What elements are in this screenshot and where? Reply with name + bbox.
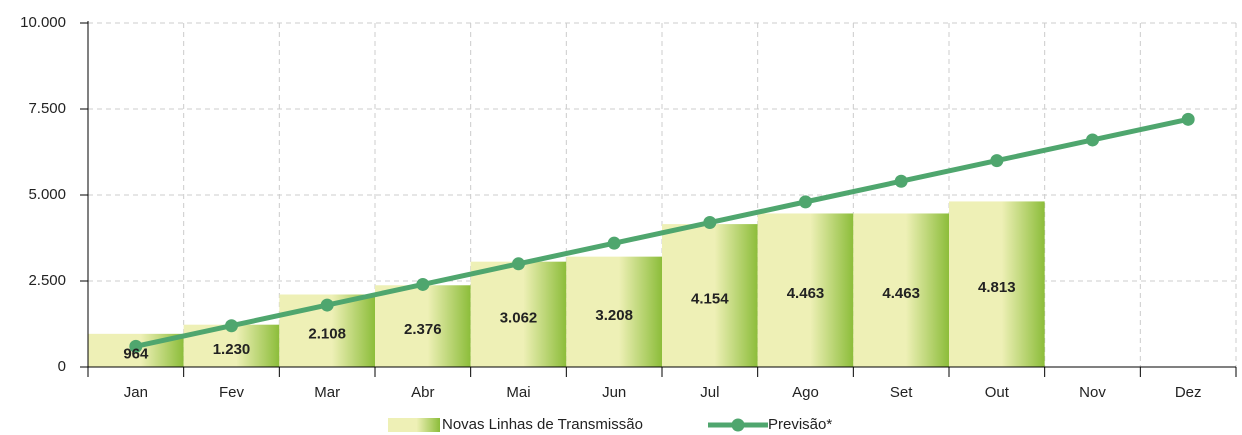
y-tick-label: 5.000 xyxy=(28,186,66,203)
value-label: 4.813 xyxy=(978,279,1016,296)
x-tick-label: Nov xyxy=(1079,384,1106,401)
value-label: 2.108 xyxy=(308,326,346,343)
y-tick-label: 0 xyxy=(58,358,66,375)
x-tick-label: Ago xyxy=(792,384,819,401)
marker xyxy=(703,216,717,230)
marker xyxy=(512,257,525,271)
bar xyxy=(662,224,758,367)
marker xyxy=(416,277,430,291)
y-tick-label: 7.500 xyxy=(28,100,66,117)
marker xyxy=(129,339,143,353)
bar xyxy=(949,201,1045,367)
value-label: 3.208 xyxy=(595,307,633,324)
x-tick-label: Out xyxy=(985,384,1010,401)
marker xyxy=(320,298,334,312)
value-label: 3.062 xyxy=(500,309,538,326)
marker xyxy=(607,236,621,250)
marker xyxy=(225,319,238,333)
bar xyxy=(375,285,471,367)
y-tick-label: 2.500 xyxy=(28,272,66,289)
x-tick-label: Abr xyxy=(411,384,434,401)
x-tick-label: Set xyxy=(890,384,913,401)
x-tick-label: Jun xyxy=(602,384,626,401)
x-tick-label: Jan xyxy=(124,384,148,401)
marker xyxy=(1181,112,1195,126)
y-tick-label: 10.000 xyxy=(20,14,66,31)
legend-label: Previsão* xyxy=(768,416,832,433)
marker xyxy=(1086,133,1099,147)
marker xyxy=(799,195,812,209)
legend-marker xyxy=(731,418,745,432)
marker xyxy=(990,154,1004,168)
value-label: 2.376 xyxy=(404,321,442,338)
bar xyxy=(853,213,949,367)
x-tick-label: Dez xyxy=(1175,384,1202,401)
marker xyxy=(894,174,908,188)
bar xyxy=(470,261,567,367)
value-label: 4.463 xyxy=(787,285,825,302)
x-tick-label: Mar xyxy=(314,384,340,401)
value-label: 964 xyxy=(123,345,149,362)
legend-label: Novas Linhas de Transmissão xyxy=(442,416,643,433)
line xyxy=(135,116,1189,349)
value-label: 4.154 xyxy=(691,291,729,308)
value-label: 4.463 xyxy=(882,285,920,302)
value-label: 1.230 xyxy=(213,341,251,358)
x-tick-label: Mai xyxy=(506,384,530,401)
bar xyxy=(757,213,854,367)
legend-swatch xyxy=(388,418,440,432)
x-tick-label: Jul xyxy=(700,384,719,401)
bar xyxy=(566,256,662,367)
x-tick-label: Fev xyxy=(219,384,245,401)
